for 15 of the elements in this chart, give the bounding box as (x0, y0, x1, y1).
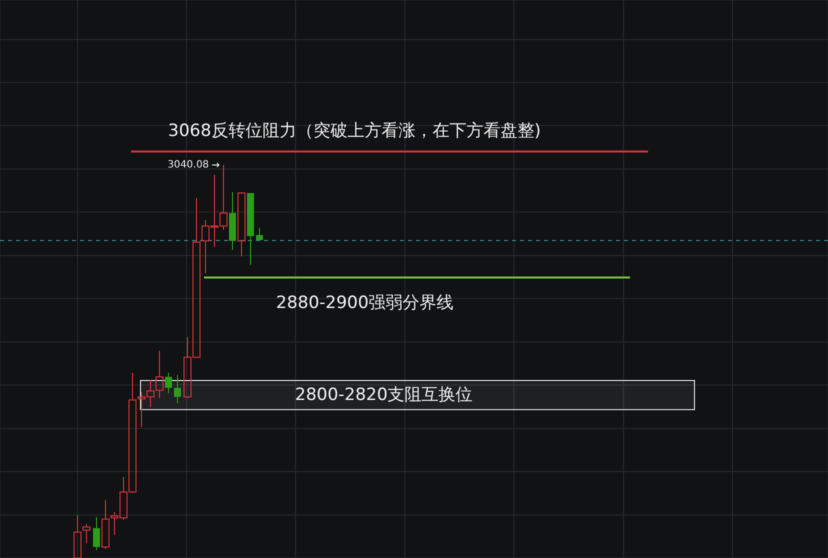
candlestick (102, 499, 110, 550)
candlestick (156, 350, 164, 399)
annotation: 3040.08 (168, 160, 209, 171)
candlestick (229, 192, 236, 250)
candlestick (74, 514, 82, 558)
candlestick (165, 372, 172, 394)
candlestick (247, 192, 254, 266)
band-label: 2800-2820支阻互换位 (295, 384, 473, 405)
candlestick (238, 192, 246, 257)
candlestick (82, 523, 90, 544)
candlestick (174, 374, 181, 404)
ref-line-label: 2880-2900强弱分界线 (276, 292, 454, 313)
candlestick (256, 227, 263, 240)
candlestick (93, 516, 100, 551)
ref-line-label: 3068反转位阻力（突破上方看涨，在下方看盘整) (168, 120, 541, 141)
